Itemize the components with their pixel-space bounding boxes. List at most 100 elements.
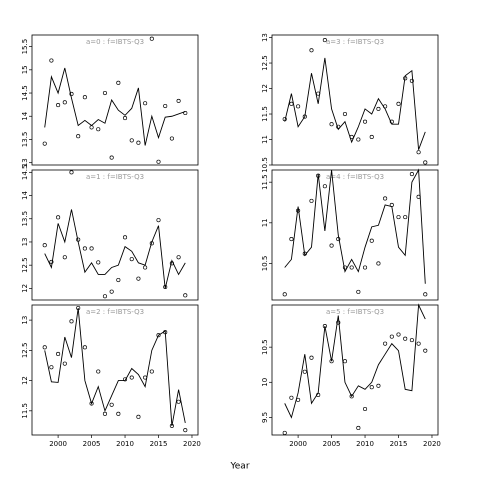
observed-point xyxy=(409,338,414,343)
y-tick-label: 10.5 xyxy=(261,256,269,272)
observed-point xyxy=(383,341,388,346)
observed-point xyxy=(96,127,101,132)
observed-point xyxy=(329,122,334,127)
observed-point xyxy=(129,257,134,262)
observed-point xyxy=(143,265,148,270)
observed-point xyxy=(183,293,188,298)
observed-point xyxy=(89,246,94,251)
observed-point xyxy=(322,184,327,189)
observed-point xyxy=(62,361,67,366)
observed-point xyxy=(329,243,334,248)
observed-point xyxy=(122,377,128,382)
observed-point xyxy=(289,237,294,242)
observed-point xyxy=(102,90,108,96)
observed-point xyxy=(156,218,161,223)
observed-point xyxy=(356,289,361,294)
observed-point xyxy=(49,259,54,264)
panel-title: a=1 : f=IBTS-Q3 xyxy=(86,173,144,181)
observed-point xyxy=(116,277,121,283)
observed-point xyxy=(102,294,108,299)
observed-point xyxy=(49,365,54,370)
observed-point xyxy=(389,334,394,339)
panel-title: a=0 : f=IBTS-Q3 xyxy=(86,38,144,46)
y-tick-label: 9.5 xyxy=(261,412,269,423)
x-axis-label: Year xyxy=(229,462,249,472)
y-tick-label: 13 xyxy=(21,316,29,325)
observed-point xyxy=(309,48,314,53)
panel-title: a=4 : f=IBTS-Q3 xyxy=(326,173,384,181)
panel-title: a=2 : f=IBTS-Q3 xyxy=(86,308,144,316)
observed-point xyxy=(176,399,181,404)
observed-point xyxy=(383,196,388,201)
y-tick-label: 13.5 xyxy=(21,211,29,227)
observed-point xyxy=(183,110,188,116)
observed-point xyxy=(369,385,374,390)
observed-point xyxy=(416,150,421,155)
panel-frame xyxy=(271,169,439,301)
observed-point xyxy=(56,103,61,108)
observed-point xyxy=(122,235,128,240)
panel-title: a=5 : f=IBTS-Q3 xyxy=(326,308,384,316)
observed-point xyxy=(403,215,408,220)
observed-point xyxy=(362,265,368,270)
observed-point xyxy=(156,159,161,164)
observed-point xyxy=(356,425,361,431)
observed-point xyxy=(423,348,428,353)
y-tick-label: 15 xyxy=(21,65,29,74)
panel-frame xyxy=(31,34,199,166)
observed-point xyxy=(116,411,121,416)
observed-point xyxy=(69,91,74,97)
x-tick-label: 2020 xyxy=(183,440,201,448)
y-tick-label: 11.5 xyxy=(261,106,269,122)
observed-point xyxy=(156,333,161,338)
y-tick-label: 10.5 xyxy=(261,339,269,355)
observed-point xyxy=(282,292,287,297)
x-tick-label: 2010 xyxy=(116,440,134,448)
y-tick-label: 12 xyxy=(261,84,269,93)
x-tick-label: 2000 xyxy=(49,440,67,448)
observed-point xyxy=(309,198,314,203)
observed-point xyxy=(56,351,61,357)
x-tick-label: 2005 xyxy=(83,440,101,448)
observed-point xyxy=(336,320,341,325)
observed-point xyxy=(423,160,428,165)
y-tick-label: 11 xyxy=(261,218,269,227)
observed-point xyxy=(282,430,287,435)
y-tick-label: 12 xyxy=(21,376,29,385)
x-tick-label: 2015 xyxy=(390,440,408,448)
observed-point xyxy=(409,172,414,177)
observed-point xyxy=(82,95,87,100)
y-tick-label: 11.5 xyxy=(21,403,29,419)
observed-point xyxy=(109,402,114,407)
observed-point xyxy=(89,401,94,406)
y-tick-label: 12.5 xyxy=(261,55,269,71)
observed-point xyxy=(349,265,354,270)
panel-frame xyxy=(271,304,439,436)
observed-point xyxy=(409,78,414,83)
fitted-line xyxy=(44,307,186,427)
fitted-line xyxy=(284,168,426,284)
x-tick-label: 2015 xyxy=(150,440,168,448)
y-tick-label: 10.5 xyxy=(261,157,269,173)
y-tick-label: 13 xyxy=(21,158,29,167)
observed-point xyxy=(309,355,314,360)
panel-frame xyxy=(31,169,199,301)
y-tick-label: 14 xyxy=(21,191,29,200)
observed-point xyxy=(369,238,374,243)
observed-point xyxy=(149,36,154,41)
y-tick-label: 14.5 xyxy=(21,85,29,101)
observed-point xyxy=(136,140,141,145)
panel-title: a=3 : f=IBTS-Q3 xyxy=(326,38,384,46)
observed-point xyxy=(396,332,401,337)
observed-point xyxy=(423,292,428,297)
observed-point xyxy=(69,170,74,175)
observed-point xyxy=(42,345,47,350)
observed-point xyxy=(62,255,67,260)
observed-point xyxy=(89,125,94,130)
observed-point xyxy=(143,101,148,106)
observed-point xyxy=(62,100,67,105)
observed-point xyxy=(342,359,348,364)
observed-point xyxy=(69,319,74,324)
observed-point xyxy=(376,106,381,111)
